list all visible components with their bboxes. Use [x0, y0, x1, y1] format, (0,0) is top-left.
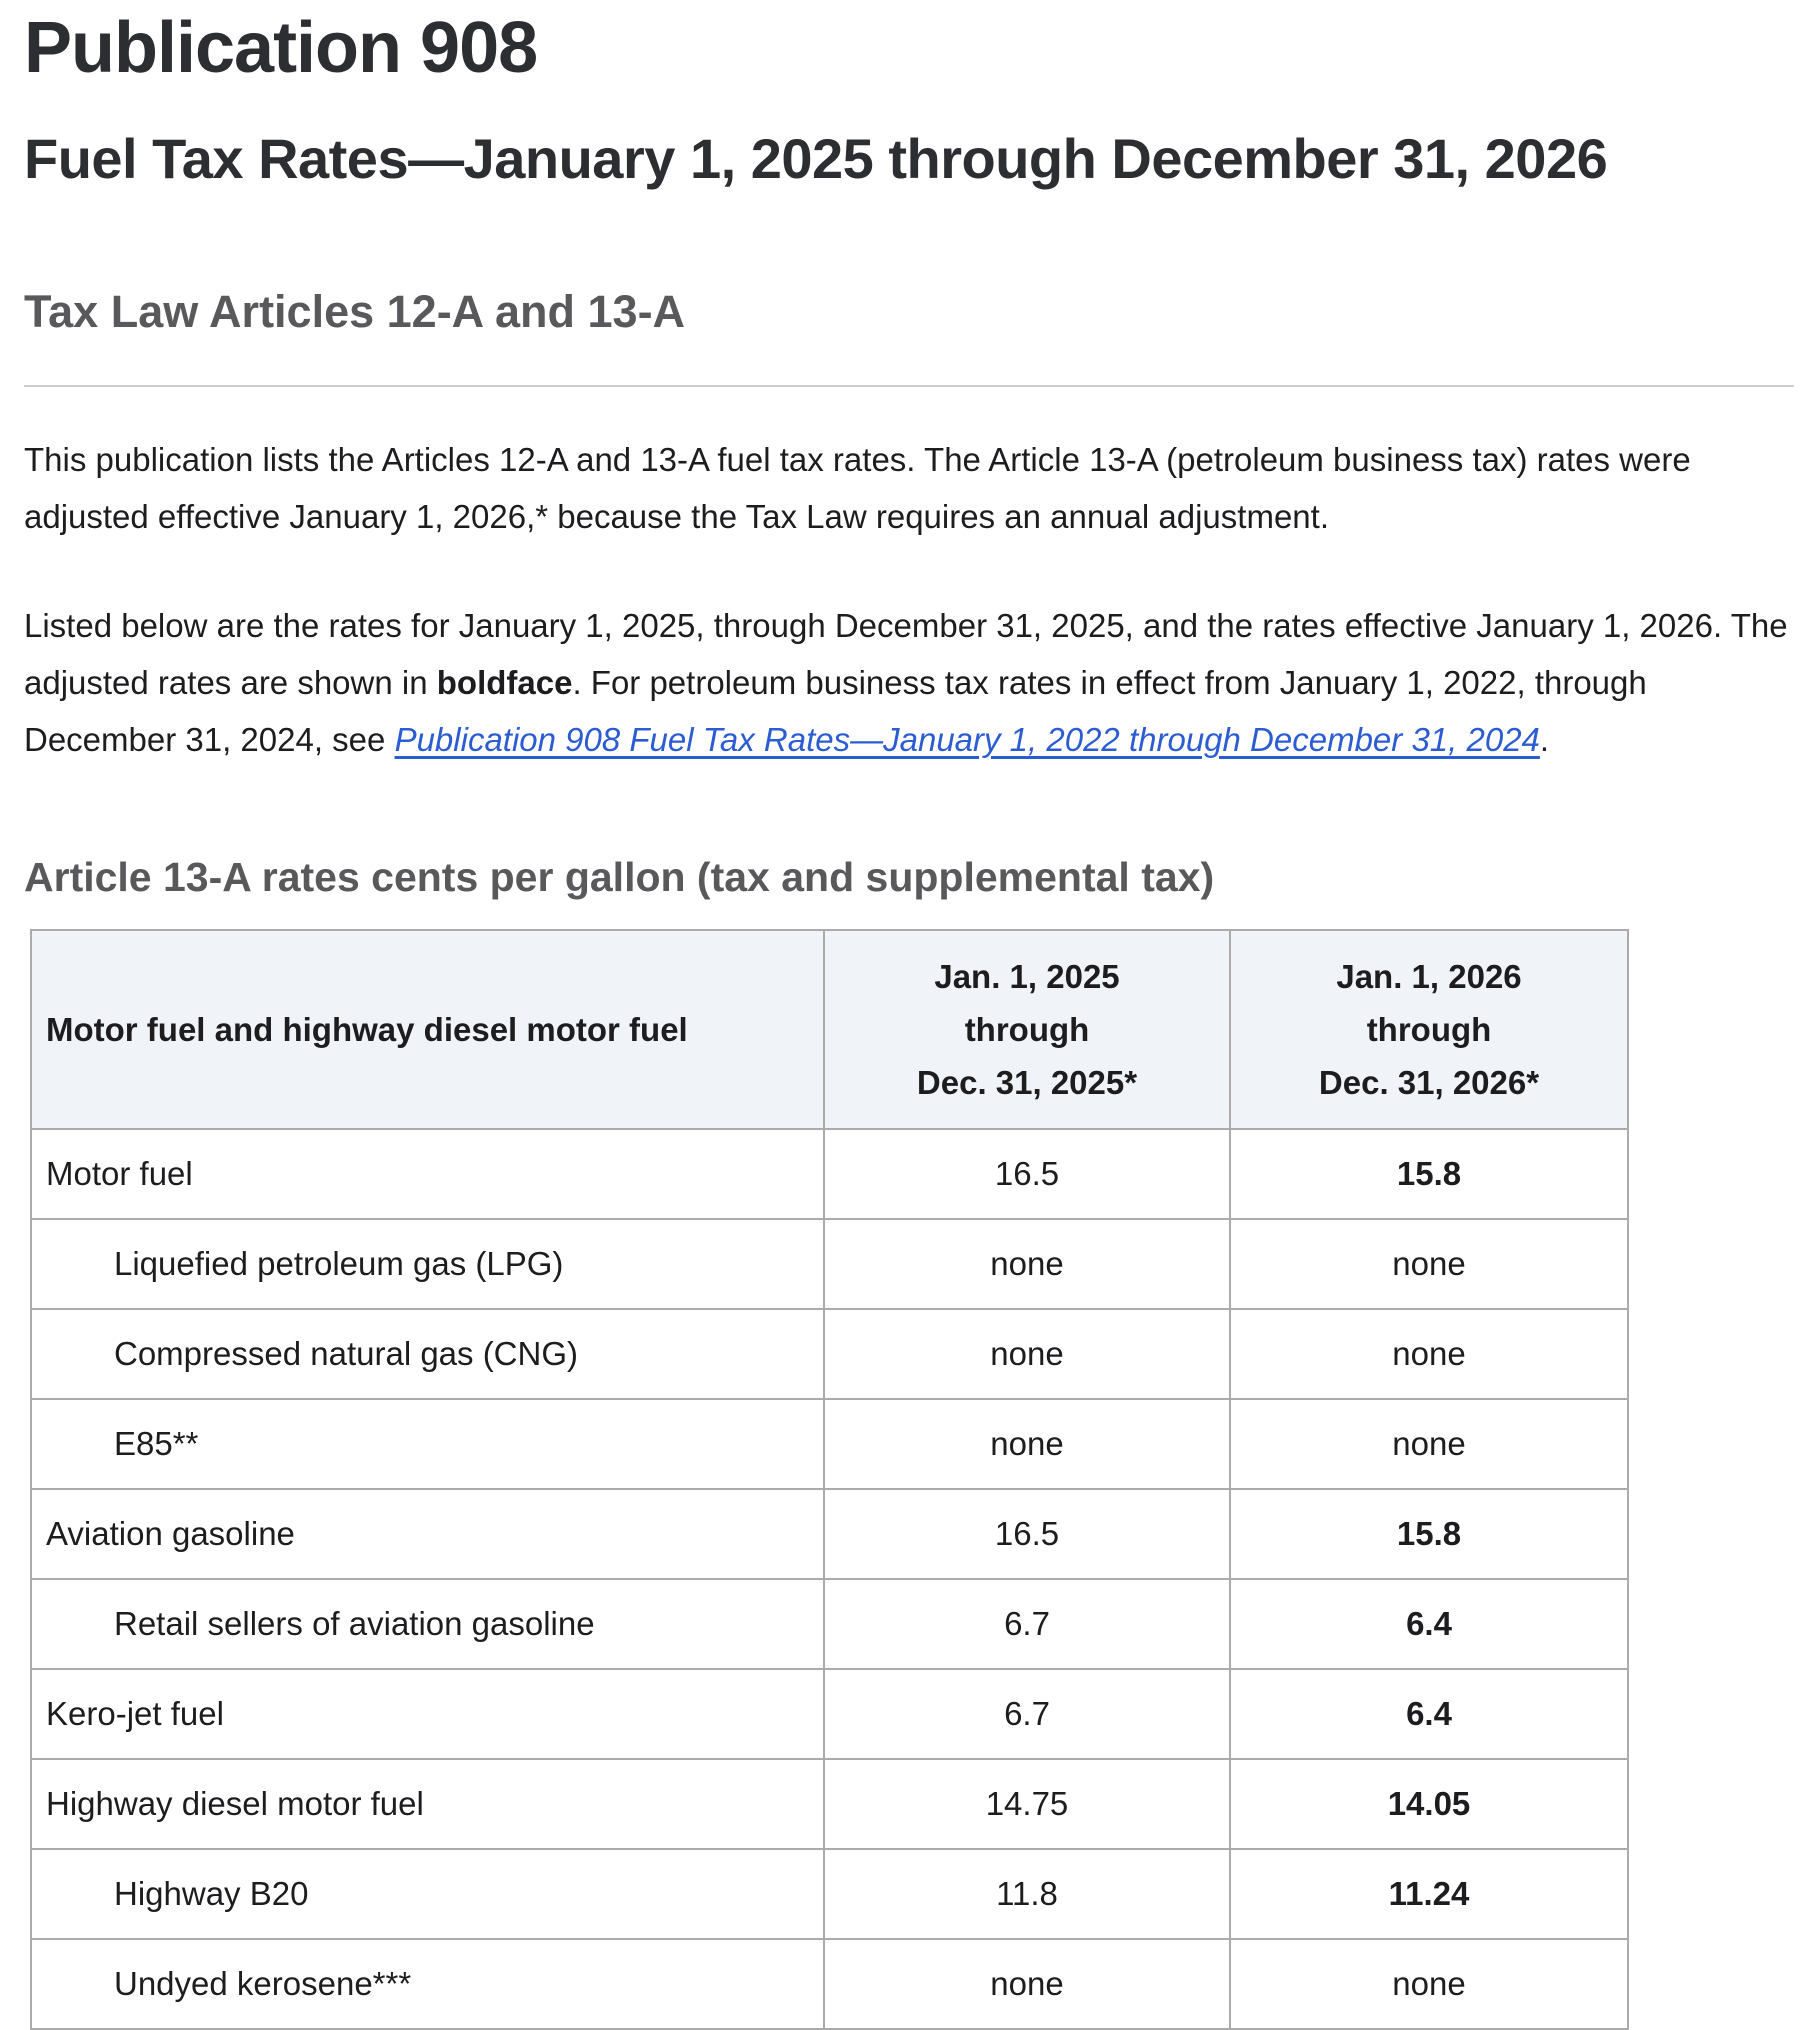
rate-2025-cell: 6.7 [823, 1577, 1231, 1670]
prior-rates-publication-link[interactable]: Publication 908 Fuel Tax Rates—January 1… [394, 720, 1540, 758]
table-row: Compressed natural gas (CNG) none none [30, 1307, 1629, 1400]
section-divider [24, 384, 1794, 387]
article-13a-rates-heading: Article 13-A rates cents per gallon (tax… [24, 853, 1215, 900]
rate-2026-cell: none [1229, 1937, 1629, 2030]
table-header-row: Motor fuel and highway diesel motor fuel… [30, 928, 1629, 1130]
rate-2026-column-header: Jan. 1, 2026 through Dec. 31, 2026* [1229, 928, 1629, 1130]
rates-table-body: Motor fuel 16.5 15.8 Liquefied petroleum ga… [30, 1127, 1629, 2030]
rate-2026-cell: 11.24 [1229, 1847, 1629, 1940]
table-row: Highway B20 11.8 11.24 [30, 1847, 1629, 1940]
table-row: Aviation gasoline 16.5 15.8 [30, 1487, 1629, 1580]
rate-2025-cell: 14.75 [823, 1757, 1231, 1850]
fuel-column-header: Motor fuel and highway diesel motor fuel [30, 928, 825, 1130]
rate-2025-cell: 16.5 [823, 1487, 1231, 1580]
rate-2025-cell: 11.8 [823, 1847, 1231, 1940]
rate-2025-cell: none [823, 1307, 1231, 1400]
rate-2026-cell: 15.8 [1229, 1127, 1629, 1220]
empty-cell [1229, 2027, 1629, 2030]
empty-cell [823, 2027, 1231, 2030]
fuel-name-cell: Highway diesel motor fuel [30, 1757, 825, 1850]
rate-2026-cell: 15.8 [1229, 1487, 1629, 1580]
paragraph2-text-after-bold: . For petroleum business tax rates in ef… [24, 663, 1647, 758]
fuel-name-cell: E85** [30, 1397, 825, 1490]
rate-2025-cell: none [823, 1937, 1231, 2030]
table-row: Kero-jet fuel 6.7 6.4 [30, 1667, 1629, 1760]
table-row: Highway diesel motor fuel 14.75 14.05 [30, 1757, 1629, 1850]
rate-2025-column-header: Jan. 1, 2025 through Dec. 31, 2025* [823, 928, 1231, 1130]
empty-cell [30, 2027, 825, 2030]
fuel-name-cell: Aviation gasoline [30, 1487, 825, 1580]
intro-paragraph-1: This publication lists the Articles 12-A… [24, 440, 1691, 535]
rate-2025-cell: 16.5 [823, 1127, 1231, 1220]
intro-paragraph-2: Listed below are the rates for January 1… [24, 597, 1794, 768]
rate-2026-cell: none [1229, 1217, 1629, 1310]
rates-table: Motor fuel and highway diesel motor fuel… [30, 928, 1629, 2030]
fuel-name-cell: Liquefied petroleum gas (LPG) [30, 1217, 825, 1310]
rate-2026-cell: none [1229, 1307, 1629, 1400]
fuel-name-cell: Kero-jet fuel [30, 1667, 825, 1760]
rate-2026-cell: 6.4 [1229, 1667, 1629, 1760]
fuel-name-cell: Motor fuel [30, 1127, 825, 1220]
table-row: Retail sellers of aviation gasoline 6.7 6.… [30, 1577, 1629, 1670]
rate-2025-cell: none [823, 1217, 1231, 1310]
tax-law-articles-heading: Tax Law Articles 12-A and 13-A [24, 286, 686, 338]
rate-2026-cell: 14.05 [1229, 1757, 1629, 1850]
page-subtitle: Fuel Tax Rates—January 1, 2025 through D… [24, 126, 1608, 190]
rate-2025-cell: 6.7 [823, 1667, 1231, 1760]
rate-2026-cell: none [1229, 1397, 1629, 1490]
fuel-name-cell: Compressed natural gas (CNG) [30, 1307, 825, 1400]
page-title: Publication 908 [24, 8, 538, 88]
boldface-word: boldface [436, 663, 573, 701]
table-row: Liquefied petroleum gas (LPG) none none [30, 1217, 1629, 1310]
table-row: E85** none none [30, 1397, 1629, 1490]
paragraph2-period: . [1539, 720, 1550, 758]
fuel-name-cell: Highway B20 [30, 1847, 825, 1940]
table-row: Undyed kerosene*** none none [30, 1937, 1629, 2030]
paragraph2-text-before-bold: Listed below are the rates for January 1… [24, 606, 1788, 701]
table-row: Motor fuel 16.5 15.8 [30, 1127, 1629, 1220]
rate-2026-cell: 6.4 [1229, 1577, 1629, 1670]
table-row-cutoff [30, 2027, 1629, 2030]
rate-2025-cell: none [823, 1397, 1231, 1490]
fuel-name-cell: Undyed kerosene*** [30, 1937, 825, 2030]
fuel-name-cell: Retail sellers of aviation gasoline [30, 1577, 825, 1670]
